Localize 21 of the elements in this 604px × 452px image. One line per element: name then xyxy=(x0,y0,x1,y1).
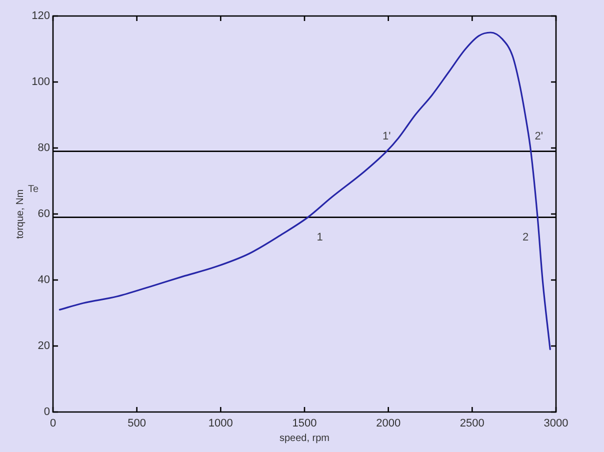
x-tick-label: 1000 xyxy=(208,418,233,430)
y-tick-label: 100 xyxy=(32,76,50,88)
annotation: 1' xyxy=(382,130,391,142)
x-axis-title: speed, rpm xyxy=(279,432,330,444)
x-tick-label: 3000 xyxy=(544,418,568,430)
y-axis-title: torque, Nm xyxy=(14,189,26,239)
y-tick-label: 80 xyxy=(38,142,50,154)
x-tick-label: 1500 xyxy=(292,418,317,430)
x-tick-label: 2000 xyxy=(376,418,401,430)
annotation: 2 xyxy=(522,231,529,244)
y-tick-label: 120 xyxy=(32,10,50,22)
y-tick-label: 40 xyxy=(38,274,50,286)
x-tick-label: 500 xyxy=(128,418,146,430)
text: Te xyxy=(28,184,39,196)
line-series xyxy=(58,32,551,350)
annotation: 1 xyxy=(316,231,323,244)
y-tick-label: 20 xyxy=(38,340,50,352)
y-tick-label: 0 xyxy=(44,406,50,418)
x-tick-label: 2500 xyxy=(460,418,484,430)
y-tick-label: 60 xyxy=(38,208,50,220)
annotation: 2' xyxy=(534,130,543,142)
